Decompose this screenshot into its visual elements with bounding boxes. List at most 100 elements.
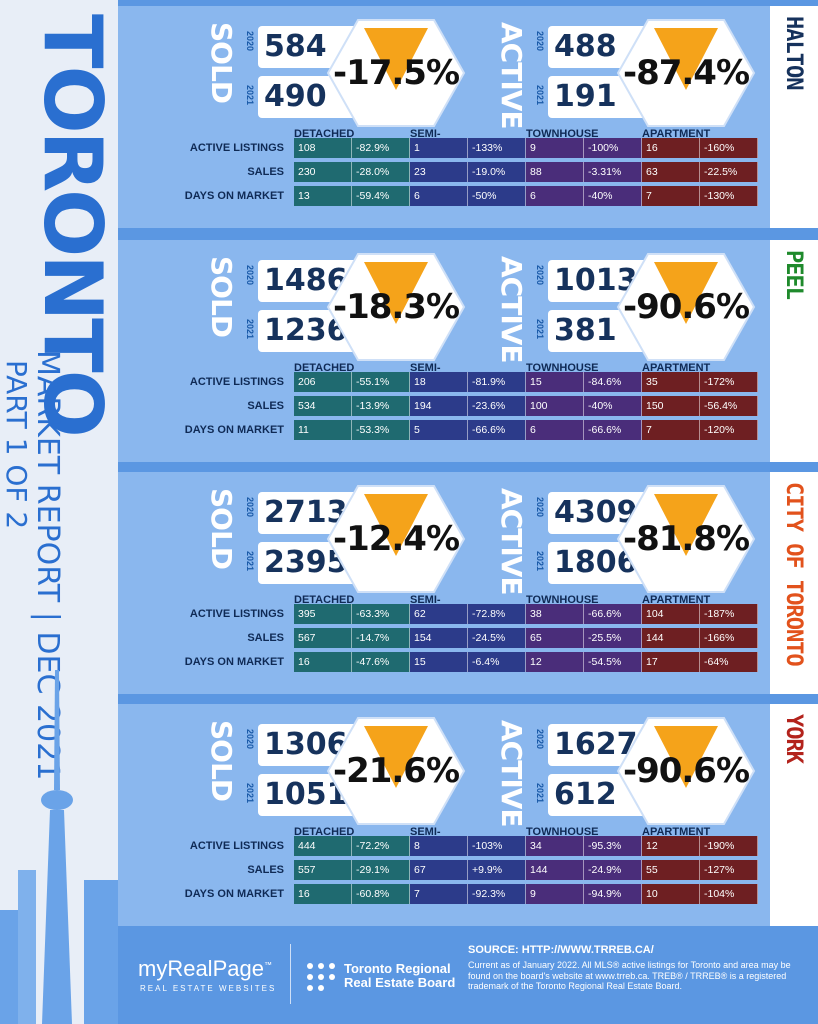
table-cell: -54.5% [584, 652, 642, 672]
down-arrow-icon [654, 726, 718, 788]
table-cell: 16 [294, 652, 352, 672]
table-cell: 230 [294, 162, 352, 182]
table-cell: -64% [700, 652, 758, 672]
row-label-sales: SALES [247, 864, 284, 876]
sold-block: SOLD 2020 2021 1486 1236 -18.3% [205, 252, 468, 362]
active-block: ACTIVE 2020 2021 488 191 -87.4% [495, 18, 758, 129]
down-arrow-icon [654, 262, 718, 324]
table-cell: -29.1% [352, 860, 410, 880]
table-cell: 88 [526, 162, 584, 182]
table-cell: -190% [700, 836, 758, 856]
table-cell: -103% [468, 836, 526, 856]
table-cell: 144 [526, 860, 584, 880]
year-2021-label: 2021 [245, 319, 255, 340]
sold-label: SOLD [205, 22, 238, 104]
cn-tower-skyline-icon [0, 670, 118, 1024]
row-label-dom: DAYS ON MARKET [184, 424, 284, 436]
region-tab: YORK [770, 704, 818, 926]
table-cell: -24.9% [584, 860, 642, 880]
table-cell: 17 [642, 652, 700, 672]
year-2020-label: 2020 [535, 729, 545, 750]
trreb-dots-icon [307, 963, 335, 991]
table-cell: -3.31% [584, 162, 642, 182]
active-percent-change: -81.8% [622, 519, 750, 559]
region-tab: PEEL [770, 240, 818, 462]
table-cell: -166% [700, 628, 758, 648]
active-block: ACTIVE 2020 2021 1627 612 -90.6% [495, 716, 758, 827]
table-cell: -66.6% [584, 604, 642, 624]
report-part: PART 1 OF 2 [0, 360, 33, 530]
column-header-townhouse: TOWNHOUSE [526, 362, 599, 374]
year-2021-label: 2021 [245, 85, 255, 106]
active-2020-value: 4309 [548, 492, 708, 534]
active-label: ACTIVE [495, 488, 528, 595]
table-cell: 65 [526, 628, 584, 648]
sold-change-hexagon [326, 19, 466, 127]
table-cell: 6 [526, 186, 584, 206]
table-cell: 5 [410, 420, 468, 440]
table-cell: 7 [642, 186, 700, 206]
table-cell: 12 [642, 836, 700, 856]
table-cell: -23.6% [468, 396, 526, 416]
sold-percent-change: -17.5% [332, 53, 460, 93]
table-cell: 18 [410, 372, 468, 392]
table-cell: -14.7% [352, 628, 410, 648]
sold-percent-change: -18.3% [332, 287, 460, 327]
table-cell: 35 [642, 372, 700, 392]
column-header-apartment: APARTMENT [642, 128, 711, 140]
table-cell: 10 [642, 884, 700, 904]
table-cell: -130% [700, 186, 758, 206]
table-cell: -72.2% [352, 836, 410, 856]
table-cell: 444 [294, 836, 352, 856]
down-arrow-icon [364, 726, 428, 788]
table-cell: 38 [526, 604, 584, 624]
row-label-dom: DAYS ON MARKET [184, 190, 284, 202]
sold-block: SOLD 2020 2021 2713 2395 -12.4% [205, 484, 468, 594]
table-cell: 395 [294, 604, 352, 624]
table-cell: 16 [294, 884, 352, 904]
table-cell: -66.6% [584, 420, 642, 440]
table-cell: -187% [700, 604, 758, 624]
table-cell: 9 [526, 884, 584, 904]
table-cell: 6 [526, 420, 584, 440]
down-arrow-icon [364, 262, 428, 324]
table-cell: 16 [642, 138, 700, 158]
table-cell: -104% [700, 884, 758, 904]
sold-change-hexagon [326, 717, 466, 825]
active-label: ACTIVE [495, 22, 528, 129]
region-tab: HALTON [770, 6, 818, 228]
divider [290, 944, 291, 1004]
table-cell: 12 [526, 652, 584, 672]
year-2020-label: 2020 [245, 265, 255, 286]
table-cell: 8 [410, 836, 468, 856]
table-cell: -84.6% [584, 372, 642, 392]
column-header-apartment: APARTMENT [642, 362, 711, 374]
table-cell: -72.8% [468, 604, 526, 624]
region-name: CITY OF TORONTO [781, 482, 806, 666]
year-2021-label: 2021 [535, 783, 545, 804]
table-cell: 104 [642, 604, 700, 624]
table-cell: 55 [642, 860, 700, 880]
table-cell: 67 [410, 860, 468, 880]
table-cell: 150 [642, 396, 700, 416]
table-cell: 108 [294, 138, 352, 158]
table-cell: -172% [700, 372, 758, 392]
table-cell: +9.9% [468, 860, 526, 880]
down-arrow-icon [654, 28, 718, 90]
table-cell: -19.0% [468, 162, 526, 182]
table-cell: -40% [584, 396, 642, 416]
region-name: HALTON [781, 16, 806, 90]
row-label-dom: DAYS ON MARKET [184, 888, 284, 900]
footer: myRealPage™ REAL ESTATE WEBSITES Toronto… [118, 930, 818, 1024]
region-panel: SOLD 2020 2021 584 490 -17.5% ACTIVE 2020 2021 48… [118, 6, 770, 228]
active-change-hexagon [616, 717, 756, 825]
table-cell: -81.9% [468, 372, 526, 392]
table-cell: 557 [294, 860, 352, 880]
region-name: YORK [781, 714, 806, 763]
source-line: SOURCE: HTTP://WWW.TRREB.CA/ [468, 944, 654, 956]
table-cell: -47.6% [352, 652, 410, 672]
table-cell: 9 [526, 138, 584, 158]
table-cell: -160% [700, 138, 758, 158]
year-2020-label: 2020 [535, 31, 545, 52]
table-cell: 1 [410, 138, 468, 158]
